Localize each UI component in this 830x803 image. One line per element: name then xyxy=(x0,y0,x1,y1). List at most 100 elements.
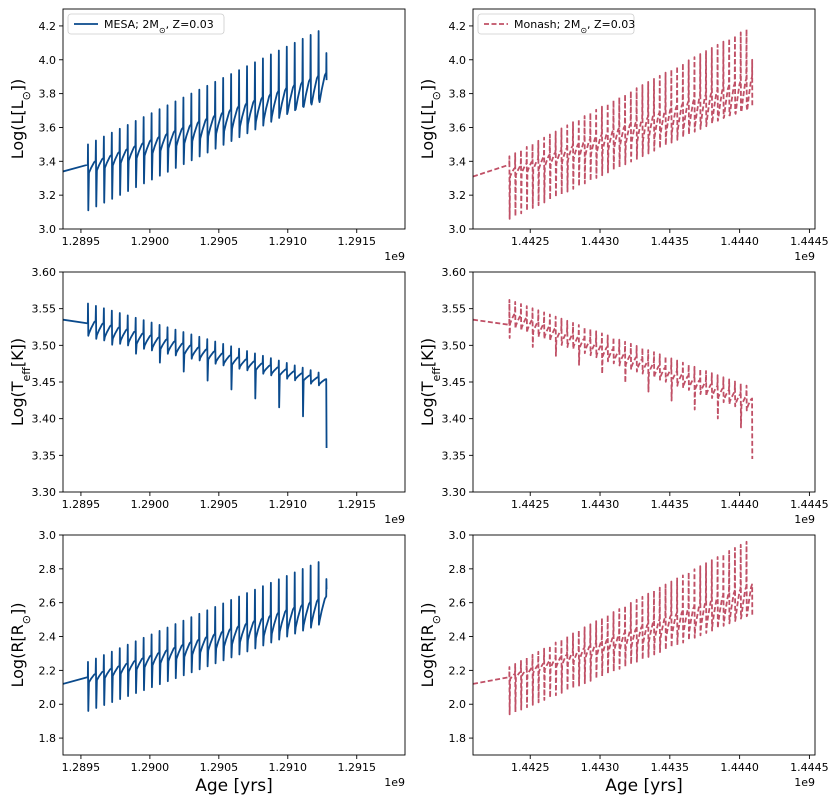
y-tick-label: 4.0 xyxy=(39,54,57,67)
x-tick-label: 1.2910 xyxy=(269,498,308,511)
x-tick-label: 1.4445 xyxy=(790,235,829,248)
x-offset-text: 1e9 xyxy=(384,513,405,526)
x-tick-label: 1.2915 xyxy=(337,761,376,774)
y-tick-label: 3.35 xyxy=(442,449,467,462)
x-tick-label: 1.4435 xyxy=(651,498,690,511)
subplot-mesa-teff: 1.2895 1.2900 1.2905 1.2910 1.2915 3.30 3.35 3.… xyxy=(8,266,406,526)
series-line-monash xyxy=(473,298,754,460)
axes-frame xyxy=(62,534,406,756)
y-tick-label: 3.55 xyxy=(442,303,467,316)
y-tick-label: 2.2 xyxy=(449,664,467,677)
y-tick-label: 3.8 xyxy=(449,88,467,101)
x-tick-label: 1.4435 xyxy=(651,761,690,774)
y-tick-label: 3.40 xyxy=(442,413,467,426)
ylabel: Log(R[R⊙]) xyxy=(8,603,33,688)
y-tick-label: 3.45 xyxy=(32,376,57,389)
legend-label: Monash; 2M⊙, Z=0.03 xyxy=(514,18,635,35)
series-line-mesa xyxy=(63,302,328,449)
x-tick-label: 1.4440 xyxy=(720,498,759,511)
x-tick-label: 1.4430 xyxy=(581,498,620,511)
x-tick-label: 1.2900 xyxy=(131,761,170,774)
subplot-monash-lum: 1.4425 1.4430 1.4435 1.4440 1.4445 3.0 3.2 3.4 3… xyxy=(418,8,829,263)
y-tick-label: 3.45 xyxy=(442,376,467,389)
y-tick-label: 3.2 xyxy=(39,189,57,202)
y-tick-label: 3.6 xyxy=(449,121,467,134)
subplot-mesa-radius: 1.2895 1.2900 1.2905 1.2910 1.2915 1.8 2.0 2.2 2… xyxy=(8,529,406,796)
y-tick-label: 2.8 xyxy=(449,563,467,576)
series-line-mesa xyxy=(63,30,328,212)
x-tick-label: 1.2895 xyxy=(62,761,101,774)
y-tick-label: 3.50 xyxy=(32,339,57,352)
y-tick-label: 3.55 xyxy=(32,303,57,316)
ylabel: Log(Teff[K]) xyxy=(418,338,443,426)
legend-label: MESA; 2M⊙, Z=0.03 xyxy=(104,18,214,35)
y-tick-label: 3.30 xyxy=(32,486,57,499)
y-tick-label: 3.8 xyxy=(39,88,57,101)
y-tick-label: 4.0 xyxy=(449,54,467,67)
subplot-monash-radius: 1.4425 1.4430 1.4435 1.4440 1.4445 1.8 2.0 2.2 2… xyxy=(418,529,829,796)
y-tick-label: 1.8 xyxy=(39,732,57,745)
y-tick-label: 3.0 xyxy=(449,223,467,236)
x-tick-label: 1.2895 xyxy=(62,235,101,248)
y-tick-label: 2.0 xyxy=(39,698,57,711)
y-tick-label: 3.40 xyxy=(32,413,57,426)
x-tick-label: 1.2915 xyxy=(337,498,376,511)
legend-box xyxy=(477,13,635,35)
y-tick-label: 2.4 xyxy=(39,631,57,644)
x-offset-text: 1e9 xyxy=(794,513,815,526)
y-tick-label: 3.30 xyxy=(442,486,467,499)
xlabel: Age [yrs] xyxy=(605,776,682,796)
x-tick-label: 1.4430 xyxy=(581,235,620,248)
ylabel: Log(R[R⊙]) xyxy=(418,603,443,688)
axes-frame xyxy=(62,8,406,230)
x-tick-label: 1.4425 xyxy=(511,498,550,511)
y-tick-label: 3.2 xyxy=(449,189,467,202)
y-tick-label: 1.8 xyxy=(449,732,467,745)
y-tick-label: 3.0 xyxy=(449,529,467,542)
y-tick-label: 3.6 xyxy=(39,121,57,134)
x-tick-label: 1.4430 xyxy=(581,761,620,774)
y-tick-label: 3.50 xyxy=(442,339,467,352)
subplot-mesa-lum: 1.2895 1.2900 1.2905 1.2910 1.2915 3.0 3.2 3.4 3… xyxy=(8,8,406,263)
x-tick-label: 1.2900 xyxy=(131,235,170,248)
legend-box xyxy=(67,13,225,35)
series-line-monash xyxy=(473,540,754,716)
x-tick-label: 1.2905 xyxy=(200,761,239,774)
x-tick-label: 1.4445 xyxy=(790,498,829,511)
y-tick-label: 3.35 xyxy=(32,449,57,462)
xlabel: Age [yrs] xyxy=(195,776,272,796)
subplot-grid: 1.2895 1.2900 1.2905 1.2910 1.2915 3.0 3.2 3.4 3… xyxy=(8,8,829,796)
series-line-monash xyxy=(473,28,754,220)
x-tick-label: 1.2905 xyxy=(200,235,239,248)
y-tick-label: 2.6 xyxy=(449,597,467,610)
ylabel: Log(Teff[K]) xyxy=(8,338,33,426)
y-tick-label: 3.4 xyxy=(449,155,467,168)
y-tick-label: 2.2 xyxy=(39,664,57,677)
y-tick-label: 3.0 xyxy=(39,223,57,236)
x-tick-label: 1.2910 xyxy=(269,235,308,248)
y-tick-label: 4.2 xyxy=(39,20,57,33)
x-tick-label: 1.4435 xyxy=(651,235,690,248)
x-tick-label: 1.4445 xyxy=(790,761,829,774)
ylabel: Log(L[L⊙]) xyxy=(418,79,443,160)
legend: Monash; 2M⊙, Z=0.03 xyxy=(477,13,635,35)
x-offset-text: 1e9 xyxy=(384,776,405,789)
y-tick-label: 2.8 xyxy=(39,563,57,576)
y-tick-label: 2.6 xyxy=(39,597,57,610)
legend: MESA; 2M⊙, Z=0.03 xyxy=(67,13,225,35)
x-tick-label: 1.2895 xyxy=(62,498,101,511)
x-tick-label: 1.4425 xyxy=(511,761,550,774)
x-tick-label: 1.2900 xyxy=(131,498,170,511)
x-tick-label: 1.2915 xyxy=(337,235,376,248)
subplot-monash-teff: 1.4425 1.4430 1.4435 1.4440 1.4445 3.30 3.35 3.… xyxy=(418,266,829,526)
x-tick-label: 1.4425 xyxy=(511,235,550,248)
y-tick-label: 3.0 xyxy=(39,529,57,542)
y-tick-label: 4.2 xyxy=(449,20,467,33)
x-offset-text: 1e9 xyxy=(794,250,815,263)
ylabel: Log(L[L⊙]) xyxy=(8,79,33,160)
y-tick-label: 3.60 xyxy=(32,266,57,279)
x-tick-label: 1.2910 xyxy=(269,761,308,774)
x-offset-text: 1e9 xyxy=(794,776,815,789)
x-tick-label: 1.4440 xyxy=(720,761,759,774)
